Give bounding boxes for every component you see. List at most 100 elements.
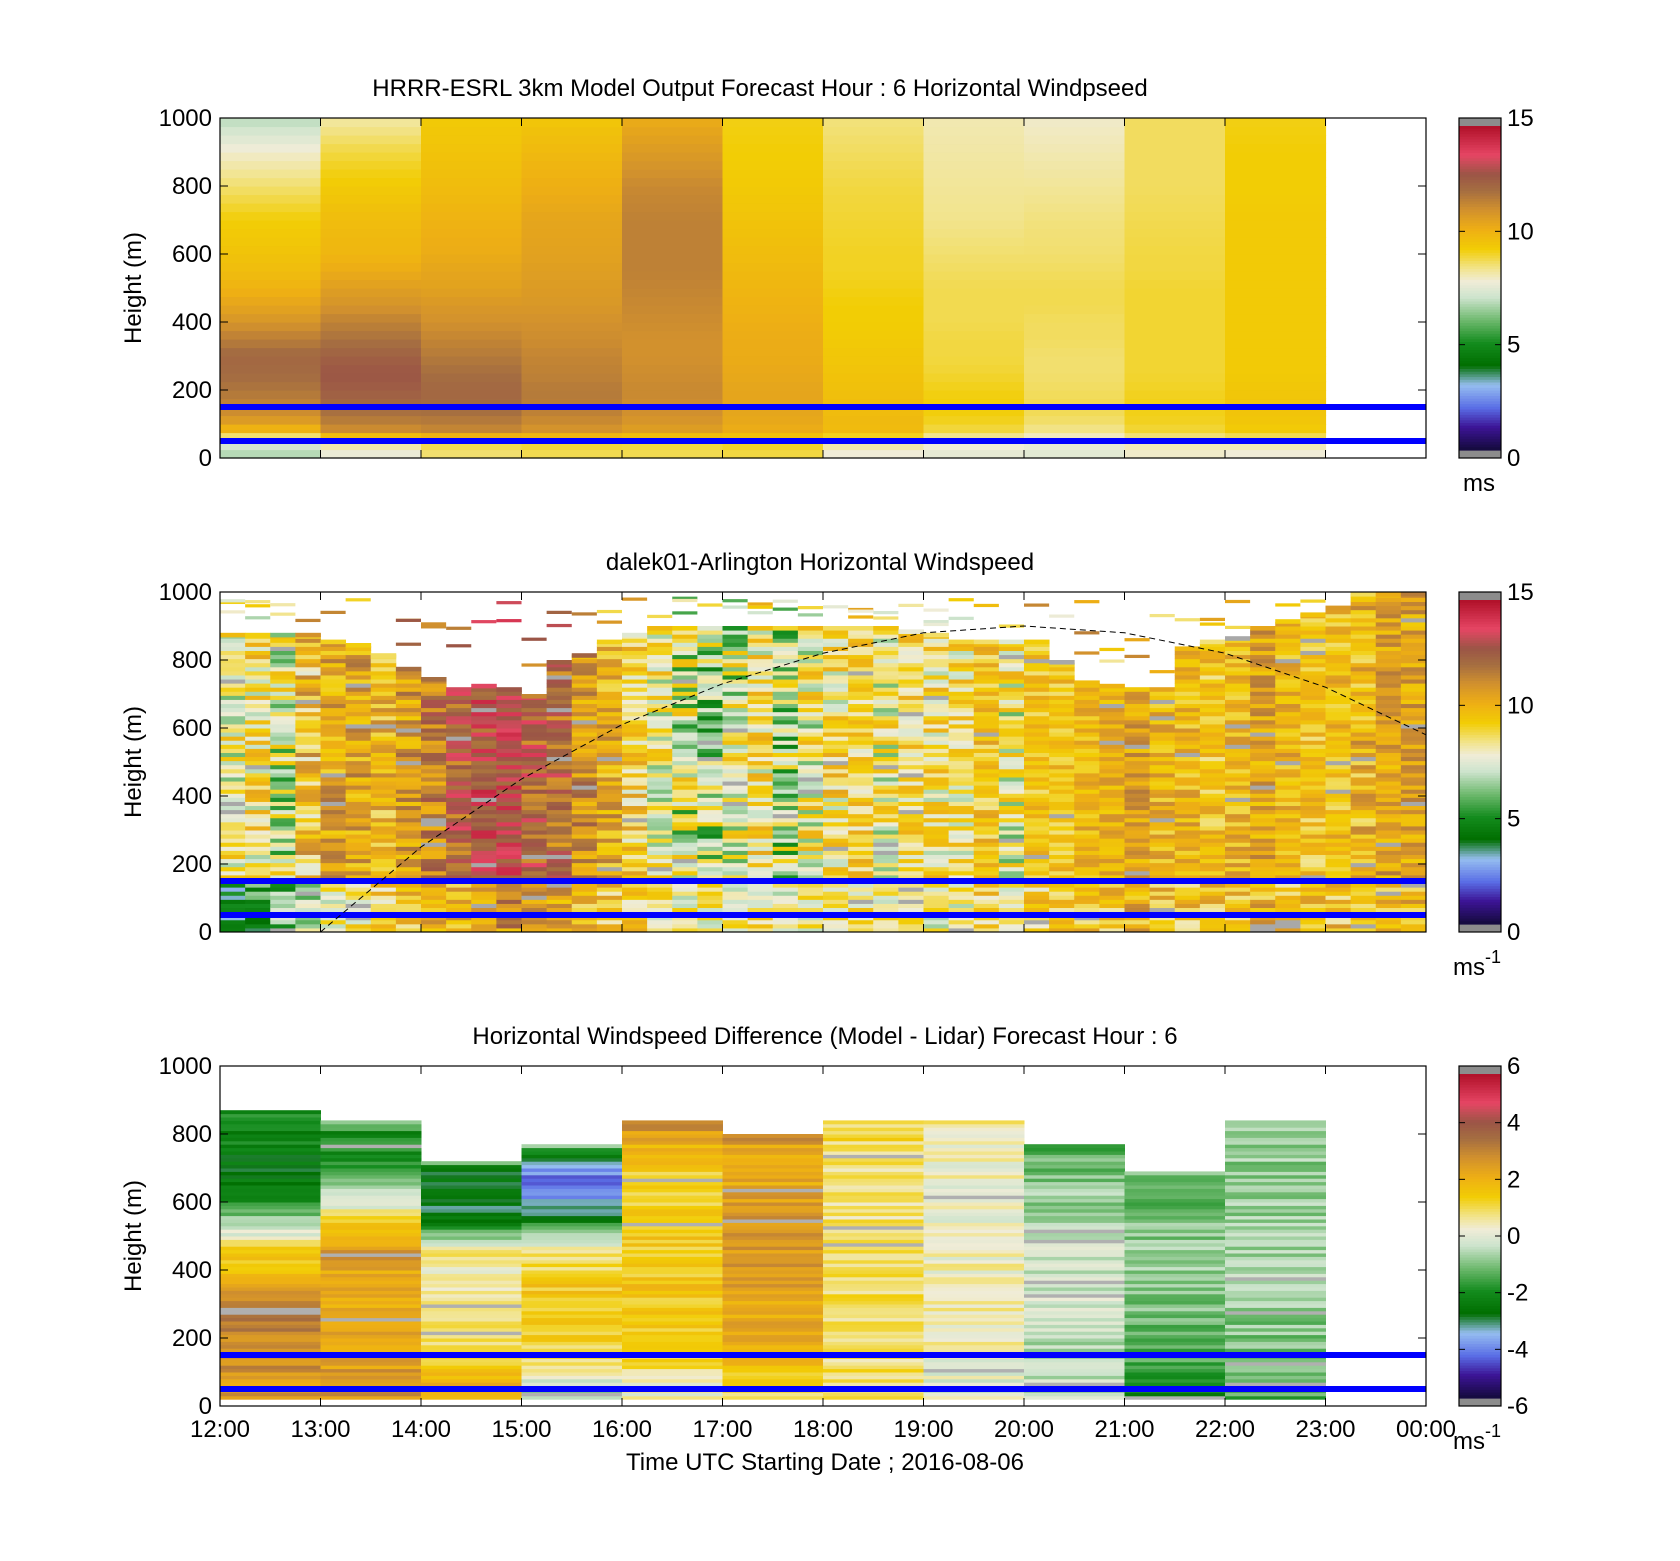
heatmap-cell <box>320 866 347 872</box>
heatmap-cell <box>1275 715 1301 721</box>
heatmap-cell <box>823 381 925 391</box>
colorbar-swatch <box>1459 829 1501 833</box>
heatmap-cell <box>772 772 799 778</box>
heatmap-cell <box>1250 670 1276 676</box>
heatmap-cell <box>1049 874 1075 880</box>
heatmap-cell <box>747 662 774 668</box>
heatmap-cell <box>421 381 523 391</box>
heatmap-cell <box>596 711 623 717</box>
heatmap-cell <box>521 1208 623 1213</box>
heatmap-cell <box>1099 809 1125 815</box>
heatmap-cell <box>1174 740 1201 745</box>
heatmap-cell <box>245 760 271 766</box>
heatmap-cell <box>370 858 397 864</box>
heatmap-cell <box>697 805 723 811</box>
heatmap-cell <box>220 1242 321 1247</box>
heatmap-cell <box>1300 599 1326 603</box>
heatmap-cell <box>823 1225 924 1230</box>
heatmap-cell <box>848 854 874 860</box>
heatmap-cell <box>446 801 472 807</box>
heatmap-cell <box>1174 650 1201 656</box>
heatmap-cell <box>496 711 522 717</box>
heatmap-cell <box>1275 785 1301 790</box>
heatmap-cell <box>923 736 950 741</box>
heatmap-cell <box>521 707 548 713</box>
model-column <box>823 118 925 459</box>
heatmap-cell <box>446 834 472 839</box>
heatmap-cell <box>1199 748 1226 753</box>
heatmap-cell <box>873 666 899 672</box>
heatmap-cell <box>622 1212 723 1217</box>
heatmap-cell <box>220 1300 321 1305</box>
heatmap-cell <box>1250 838 1276 843</box>
heatmap-cell <box>1049 683 1075 688</box>
heatmap-cell <box>1149 830 1176 835</box>
heatmap-cell <box>622 662 648 668</box>
heatmap-cell <box>245 650 271 656</box>
heatmap-cell <box>220 834 246 839</box>
heatmap-cell <box>923 1283 1025 1288</box>
heatmap-cell <box>446 699 472 705</box>
heatmap-cell <box>1350 695 1377 700</box>
heatmap-cell <box>521 1151 623 1155</box>
colorbar-tick-label: 5 <box>1507 806 1520 833</box>
heatmap-cell <box>948 695 975 700</box>
colorbar-swatch <box>1459 799 1501 804</box>
heatmap-cell <box>1174 797 1201 802</box>
colorbar-swatch <box>1459 144 1501 149</box>
heatmap-cell <box>1124 118 1226 128</box>
heatmap-cell <box>747 858 774 864</box>
heatmap-cell <box>220 1324 321 1329</box>
heatmap-cell <box>496 825 522 831</box>
heatmap-cell <box>1024 854 1050 860</box>
heatmap-cell <box>647 695 673 700</box>
heatmap-cell <box>1250 691 1276 696</box>
heatmap-cell <box>823 756 849 762</box>
heatmap-cell <box>672 670 698 676</box>
heatmap-cell <box>622 203 724 213</box>
heatmap-cell <box>1024 449 1126 459</box>
heatmap-cell <box>848 817 874 823</box>
lidar-column <box>1174 618 1201 933</box>
heatmap-cell <box>270 666 296 672</box>
heatmap-cell <box>220 740 246 745</box>
heatmap-cell <box>672 768 698 774</box>
heatmap-cell <box>923 805 950 811</box>
heatmap-cell <box>672 723 698 729</box>
heatmap-cell <box>973 809 1000 815</box>
heatmap-cell <box>446 764 472 770</box>
heatmap-cell <box>998 891 1025 896</box>
heatmap-cell <box>421 732 447 737</box>
heatmap-cell <box>1275 809 1301 815</box>
heatmap-cell <box>320 813 347 819</box>
heatmap-cell <box>622 764 648 770</box>
heatmap-cell <box>1400 687 1427 692</box>
heatmap-cell <box>923 228 1025 238</box>
heatmap-cell <box>521 752 548 758</box>
heatmap-cell <box>320 1280 422 1285</box>
heatmap-cell <box>1099 793 1125 798</box>
heatmap-cell <box>446 785 472 790</box>
heatmap-cell <box>571 858 598 864</box>
heatmap-cell <box>220 883 246 888</box>
heatmap-cell <box>697 789 723 794</box>
heatmap-cell <box>320 313 422 323</box>
heatmap-cell <box>622 398 724 408</box>
heatmap-cell <box>521 781 548 786</box>
heatmap-cell <box>697 785 723 790</box>
heatmap-cell <box>1199 756 1226 762</box>
heatmap-cell <box>697 760 723 766</box>
heatmap-cell <box>521 152 623 162</box>
heatmap-cell <box>1024 736 1050 741</box>
heatmap-cell <box>923 1348 1025 1353</box>
heatmap-cell <box>220 748 246 753</box>
heatmap-cell <box>898 674 924 680</box>
heatmap-cell <box>521 1256 623 1261</box>
heatmap-cell <box>320 1147 422 1152</box>
heatmap-cell <box>722 1344 824 1349</box>
heatmap-cell <box>270 793 296 798</box>
heatmap-cell <box>622 177 724 187</box>
heatmap-cell <box>622 1266 723 1271</box>
heatmap-cell <box>1124 748 1151 753</box>
heatmap-cell <box>421 887 447 892</box>
